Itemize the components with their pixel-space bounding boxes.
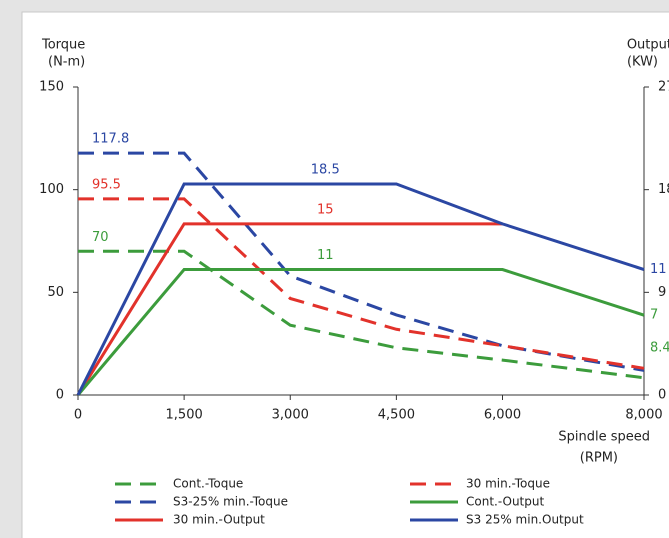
value-label: 7 bbox=[650, 308, 658, 323]
panel bbox=[21, 11, 669, 538]
value-label: 70 bbox=[92, 230, 109, 245]
series-line bbox=[78, 197, 645, 370]
value-label: 11 bbox=[650, 262, 667, 277]
x-tick-label: 8,000 bbox=[625, 408, 662, 423]
value-label: 95.5 bbox=[92, 177, 121, 192]
x-tick-label: 3,000 bbox=[272, 408, 309, 423]
x-tick-label: 1,500 bbox=[166, 408, 203, 423]
y-tick-label: 150 bbox=[39, 80, 64, 95]
legend-label: 30 min.-Output bbox=[173, 513, 265, 527]
x-label: Spindle speed bbox=[558, 430, 650, 445]
y2-tick-label: 27 bbox=[658, 80, 669, 95]
y-tick-label: 100 bbox=[39, 182, 64, 197]
y2-label: Output bbox=[627, 38, 669, 53]
x-tick-label: 4,500 bbox=[378, 408, 415, 423]
legend-label: Cont.-Toque bbox=[173, 477, 243, 491]
series-line bbox=[78, 151, 645, 372]
legend-label: S3-25% min.-Toque bbox=[173, 495, 288, 509]
value-label: 11 bbox=[317, 248, 334, 263]
series-line bbox=[76, 222, 503, 396]
value-label: 8.4 bbox=[650, 340, 669, 355]
y2-tick-label: 18 bbox=[658, 182, 669, 197]
value-label: 15 bbox=[317, 202, 334, 217]
x-label: (RPM) bbox=[580, 451, 618, 466]
x-tick-label: 0 bbox=[74, 408, 82, 423]
series-line bbox=[76, 268, 645, 396]
legend-label: 30 min.-Toque bbox=[466, 477, 550, 491]
y-label: Torque bbox=[41, 38, 85, 53]
value-label: 117.8 bbox=[92, 132, 129, 147]
x-tick-label: 6,000 bbox=[484, 408, 521, 423]
y-tick-label: 50 bbox=[47, 285, 64, 300]
y2-label: (KW) bbox=[627, 55, 658, 70]
y2-tick-label: 0 bbox=[658, 388, 666, 403]
legend-label: S3 25% min.Output bbox=[466, 513, 584, 527]
series-line bbox=[76, 182, 645, 396]
value-label: 18.5 bbox=[311, 162, 340, 177]
y-label: (N-m) bbox=[48, 55, 85, 70]
legend-label: Cont.-Output bbox=[466, 495, 544, 509]
y-tick-label: 0 bbox=[56, 388, 64, 403]
y2-tick-label: 9 bbox=[658, 285, 666, 300]
